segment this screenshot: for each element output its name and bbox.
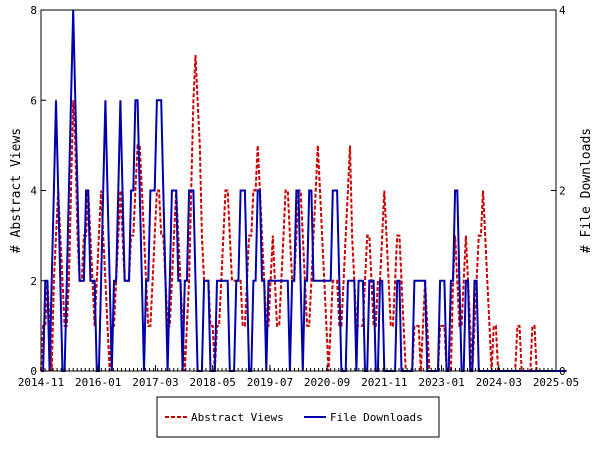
axes: 0 2 4 6 8 0 2 4 2014-11 2016-01 2017-03 2018-05 2019… <box>9 4 594 389</box>
x-tick-label: 2024-03 <box>476 376 522 389</box>
y-tick-label: 8 <box>30 4 37 17</box>
y-tick-label: 0 <box>30 365 37 378</box>
x-tick-label: 2023-01 <box>418 376 464 389</box>
y-tick-label: 2 <box>30 275 37 288</box>
y-tick-label: 6 <box>30 94 37 107</box>
y2-tick-label: 2 <box>559 185 566 198</box>
legend-box <box>156 396 440 438</box>
y-axis-title: # Abstract Views <box>9 128 24 253</box>
legend-label-abstract-views: Abstract Views <box>191 411 284 424</box>
x-tick-label: 2014-11 <box>18 376 64 389</box>
y-tick-label: 4 <box>30 185 37 198</box>
y2-tick-label: 4 <box>559 4 566 17</box>
x-tick-label: 2018-05 <box>189 376 235 389</box>
y2-tick-label: 0 <box>559 365 566 378</box>
x-tick-label: 2025-05 <box>533 376 579 389</box>
legend: Abstract Views File Downloads <box>156 396 440 438</box>
x-tick-label: 2020-09 <box>304 376 350 389</box>
x-tick-label: 2021-11 <box>361 376 407 389</box>
y2-axis-title: # File Downloads <box>579 128 594 253</box>
x-tick-label: 2016-01 <box>75 376 121 389</box>
legend-label-file-downloads: File Downloads <box>330 411 423 424</box>
x-tick-label: 2019-07 <box>247 376 293 389</box>
x-tick-label: 2017-03 <box>132 376 178 389</box>
